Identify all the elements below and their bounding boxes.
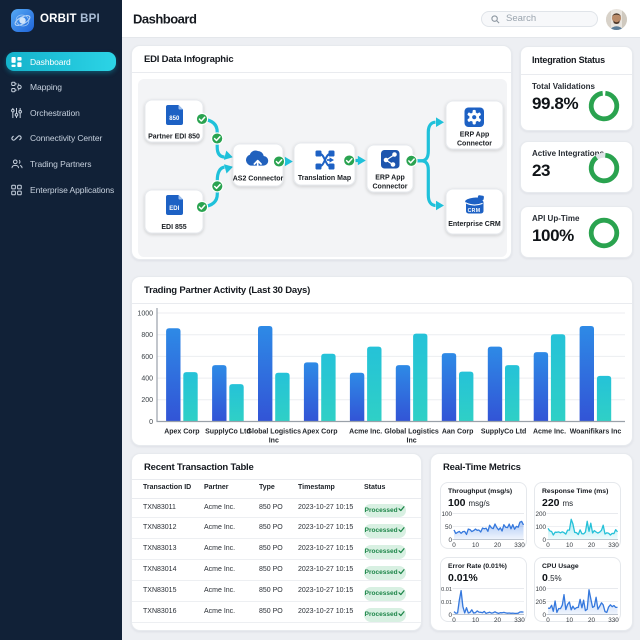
svg-text:400: 400 [141,376,153,383]
svg-text:CRM: CRM [468,208,481,214]
svg-text:Enterprise CRM: Enterprise CRM [448,221,501,228]
svg-text:Acme Inc.: Acme Inc. [533,429,566,436]
svg-text:SupplyCo Ltd: SupplyCo Ltd [205,429,251,436]
svg-text:1000: 1000 [137,310,153,317]
svg-text:Partner EDI 850: Partner EDI 850 [148,134,200,141]
svg-text:100: 100 [441,511,452,518]
svg-text:0: 0 [542,537,546,544]
svg-text:100: 100 [535,586,546,593]
svg-text:Connector: Connector [373,184,408,191]
svg-text:ERP App: ERP App [460,132,490,139]
svg-text:20: 20 [588,617,596,623]
svg-text:20: 20 [494,617,502,623]
svg-text:0.01: 0.01 [441,600,452,606]
svg-text:330: 330 [514,542,525,549]
svg-text:600: 600 [141,354,153,361]
svg-text:0: 0 [149,419,153,426]
svg-text:AS2 Connector: AS2 Connector [233,176,284,183]
svg-text:330: 330 [608,617,619,623]
svg-text:20: 20 [588,542,596,549]
svg-text:0: 0 [452,617,456,623]
svg-text:EDI: EDI [169,206,179,212]
svg-text:10: 10 [566,617,574,623]
svg-text:0: 0 [546,542,550,549]
svg-text:850: 850 [169,116,180,122]
svg-text:Translation Map: Translation Map [298,175,351,182]
svg-text:205: 205 [535,599,546,606]
svg-text:0: 0 [448,612,452,619]
svg-text:Connector: Connector [457,141,492,148]
svg-text:0: 0 [448,537,452,544]
svg-text:Apex Corp: Apex Corp [164,429,199,436]
svg-text:800: 800 [141,332,153,339]
svg-text:ERP App: ERP App [375,175,405,182]
svg-text:Apex Corp: Apex Corp [302,429,337,436]
svg-text:SupplyCo Ltd: SupplyCo Ltd [481,429,527,436]
svg-text:200: 200 [535,511,546,518]
svg-text:Inc: Inc [269,438,279,445]
svg-text:10: 10 [472,617,480,623]
svg-text:Global Logistics: Global Logistics [247,429,302,436]
svg-text:0: 0 [452,542,456,549]
svg-text:0.01: 0.01 [441,587,452,593]
svg-text:330: 330 [608,542,619,549]
svg-text:50: 50 [445,524,453,531]
svg-text:Inc: Inc [407,438,417,445]
svg-text:Acme Inc.: Acme Inc. [349,429,382,436]
svg-text:Global Logistics: Global Logistics [384,429,439,436]
svg-text:0: 0 [542,612,546,619]
svg-text:Woanifikars Inc: Woanifikars Inc [570,429,622,436]
svg-text:EDI 855: EDI 855 [161,224,186,231]
svg-text:200: 200 [141,397,153,404]
svg-text:100: 100 [535,524,546,531]
svg-text:0: 0 [546,617,550,623]
svg-text:10: 10 [566,542,574,549]
svg-text:20: 20 [494,542,502,549]
svg-text:330: 330 [514,617,525,623]
svg-text:Aan Corp: Aan Corp [442,429,474,436]
svg-text:10: 10 [472,542,480,549]
